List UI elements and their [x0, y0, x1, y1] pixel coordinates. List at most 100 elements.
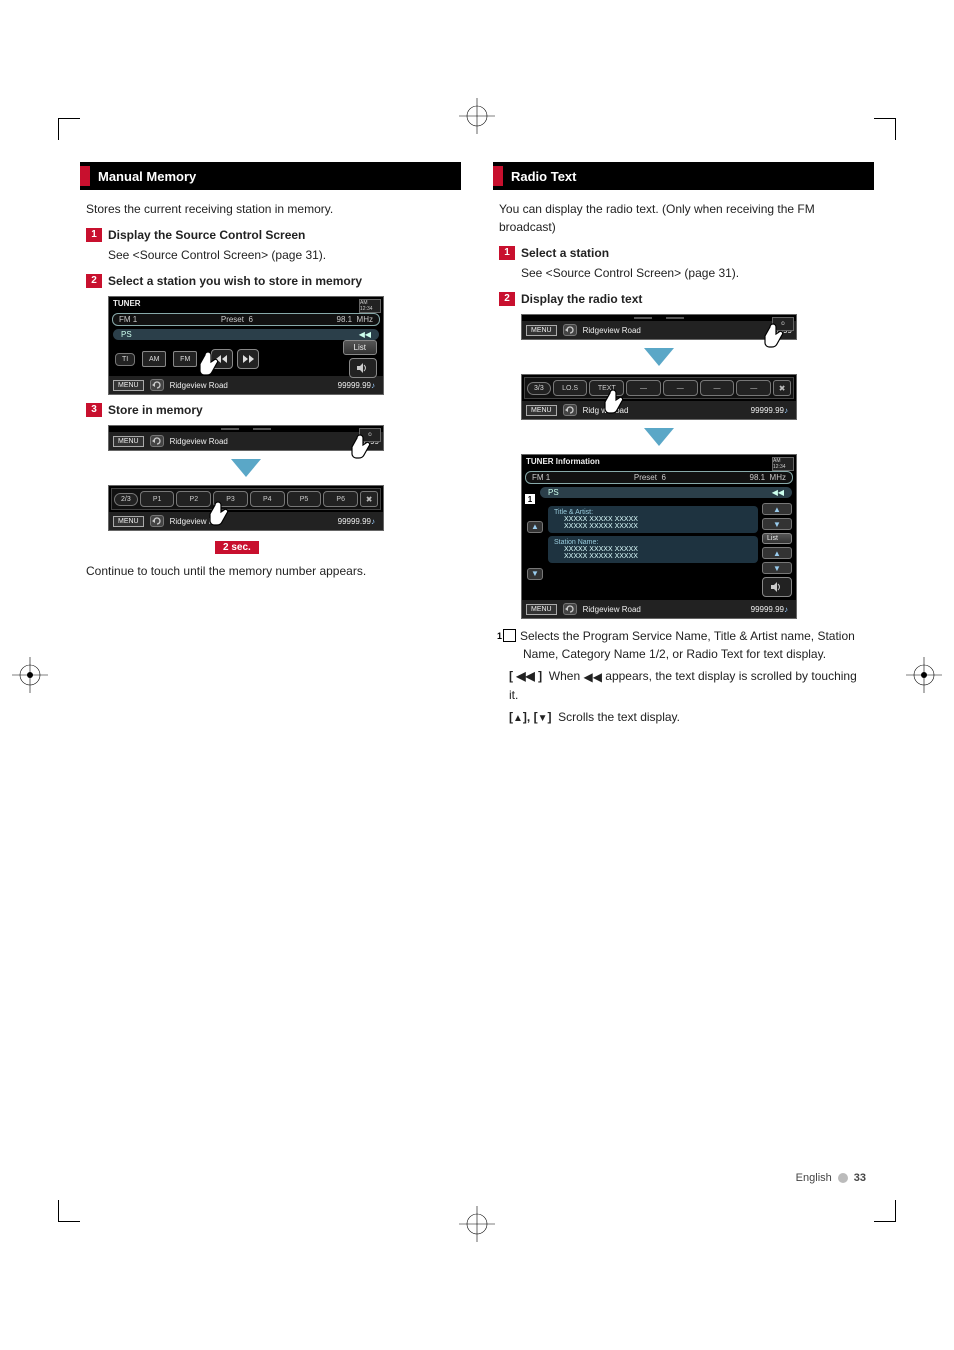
menu-button[interactable]: MENU: [526, 604, 557, 615]
left-step1-title: Display the Source Control Screen: [108, 228, 305, 242]
corner-tick-tl: [58, 118, 82, 142]
menu-button[interactable]: MENU: [113, 380, 144, 391]
ps-label: PS: [121, 330, 132, 339]
music-note-icon: ♪: [371, 381, 379, 389]
tuner-information-screen: TUNER Information AM 12:34 FM 1 Preset 6…: [521, 454, 797, 619]
right-desc3: [▲], [▼] Scrolls the text display.: [509, 708, 868, 726]
list-button[interactable]: List: [343, 340, 377, 355]
settings-icon[interactable]: ✖: [360, 491, 378, 507]
preset-p6[interactable]: P6: [323, 491, 358, 507]
status-right: 99999.99: [338, 517, 371, 526]
step-number-icon: 2: [86, 274, 102, 288]
info-item2-line2: XXXXX XXXXX XXXXX: [564, 553, 752, 560]
page-indicator[interactable]: 3/3: [527, 382, 551, 395]
right-step1-title: Select a station: [521, 246, 609, 260]
blank-button[interactable]: —: [700, 380, 735, 396]
flow-arrow-icon: [521, 348, 797, 366]
preset-p4[interactable]: P4: [250, 491, 285, 507]
callout-1-icon: 1: [503, 629, 516, 642]
menu-button[interactable]: MENU: [526, 325, 557, 336]
am-button[interactable]: AM: [142, 351, 166, 367]
return-icon[interactable]: [563, 404, 577, 416]
status-title: Ridg w Road: [583, 406, 745, 415]
music-note-icon: ♪: [784, 605, 792, 613]
preset-p3[interactable]: P3: [213, 491, 248, 507]
blank-button[interactable]: —: [736, 380, 771, 396]
los-button[interactable]: LO.S: [553, 380, 588, 396]
fm-button[interactable]: FM: [173, 351, 197, 367]
status-right: 99999.99: [338, 381, 371, 390]
left-step2: 2 Select a station you wish to store in …: [86, 274, 461, 288]
left-step3-title: Store in memory: [108, 403, 203, 417]
status-bar-screen: ⏲ MENU Ridgeview Road 99999: [521, 314, 797, 340]
preset-no: 6: [661, 473, 665, 482]
list-button[interactable]: List: [762, 533, 792, 544]
duration-badge: 2 sec.: [215, 541, 259, 554]
left-step3: 3 Store in memory: [86, 403, 461, 417]
seek-next-button[interactable]: [237, 349, 259, 369]
freq-unit: MHz: [357, 315, 373, 324]
crop-mark-left: [12, 657, 48, 693]
menu-button[interactable]: MENU: [526, 405, 557, 416]
speaker-icon[interactable]: [349, 358, 377, 378]
info-item1-line2: XXXXX XXXXX XXXXX: [564, 523, 752, 530]
ti-button[interactable]: TI: [115, 353, 135, 366]
step-number-icon: 1: [499, 246, 515, 260]
tuner-label: TUNER: [113, 299, 141, 308]
return-icon[interactable]: [563, 603, 577, 615]
left-intro: Stores the current receiving station in …: [86, 200, 455, 218]
info-item-title-artist[interactable]: Title & Artist: XXXXX XXXXX XXXXX XXXXX …: [548, 506, 758, 533]
scroll-hint-icon: ◀◀: [359, 330, 371, 339]
status-title: Ridgeview Road: [170, 381, 332, 390]
blank-button[interactable]: —: [663, 380, 698, 396]
item-up-button[interactable]: ▲: [762, 547, 792, 559]
return-icon[interactable]: [150, 379, 164, 391]
menu-button[interactable]: MENU: [113, 436, 144, 447]
page-footer: English 33: [796, 1172, 866, 1184]
freq-unit: MHz: [770, 473, 786, 482]
clock-icon: ⏲: [772, 317, 794, 331]
speaker-icon[interactable]: [762, 577, 792, 597]
page-indicator[interactable]: 2/3: [114, 493, 138, 506]
item-down-button[interactable]: ▼: [762, 562, 792, 574]
info-item2-line1: XXXXX XXXXX XXXXX: [564, 546, 752, 553]
step-number-icon: 3: [86, 403, 102, 417]
clock-icon: ⏲: [359, 428, 381, 442]
radio-band-num: 1: [133, 315, 137, 324]
return-icon[interactable]: [563, 324, 577, 336]
function-buttons-screen: 3/3 LO.S TEXT — — — — ✖ MENU Ridg w Road: [521, 374, 797, 420]
status-title: Ridgeview Road: [170, 437, 351, 446]
status-title: Ridgeview Road: [583, 326, 764, 335]
return-icon[interactable]: [150, 435, 164, 447]
status-right: 99999.99: [751, 605, 784, 614]
footer-dot-icon: [838, 1173, 848, 1183]
right-step2: 2 Display the radio text: [499, 292, 874, 306]
music-note-icon: ♪: [784, 406, 792, 414]
text-button[interactable]: TEXT: [589, 380, 624, 396]
return-icon[interactable]: [150, 515, 164, 527]
preset-p1[interactable]: P1: [140, 491, 175, 507]
menu-button[interactable]: MENU: [113, 516, 144, 527]
right-desc1: 1Selects the Program Service Name, Title…: [503, 627, 868, 663]
corner-tick-br: [872, 1198, 896, 1222]
right-step1-sub: See <Source Control Screen> (page 31).: [521, 264, 868, 282]
scroll-down-button[interactable]: ▼: [527, 568, 543, 580]
left-after-text: Continue to touch until the memory numbe…: [86, 562, 455, 580]
preset-p5[interactable]: P5: [287, 491, 322, 507]
radio-band-label: FM: [532, 473, 544, 482]
clock-icon: AM 12:34: [772, 457, 794, 471]
settings-icon[interactable]: ✖: [773, 380, 791, 396]
left-step2-title: Select a station you wish to store in me…: [108, 274, 362, 288]
info-item-station-name[interactable]: Station Name: XXXXX XXXXX XXXXX XXXXX XX…: [548, 536, 758, 563]
seek-prev-button[interactable]: [211, 349, 233, 369]
section-title-right-text: Radio Text: [511, 169, 577, 184]
item-down-button[interactable]: ▼: [762, 518, 792, 530]
preset-no: 6: [248, 315, 252, 324]
section-title-left-text: Manual Memory: [98, 169, 196, 184]
scroll-up-button[interactable]: ▲: [527, 521, 543, 533]
blank-button[interactable]: —: [626, 380, 661, 396]
item-up-button[interactable]: ▲: [762, 503, 792, 515]
section-title-left: Manual Memory: [80, 162, 461, 190]
preset-p2[interactable]: P2: [176, 491, 211, 507]
status-bar-screen: ⏲ MENU Ridgeview Road 99999: [108, 425, 384, 451]
